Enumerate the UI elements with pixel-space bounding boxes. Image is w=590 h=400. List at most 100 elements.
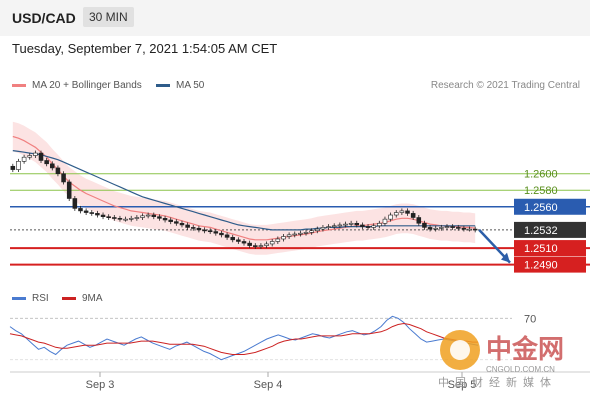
candle-body: [236, 239, 241, 242]
candle-body: [78, 208, 83, 212]
rsi-ma-swatch: [62, 297, 76, 300]
timestamp: Tuesday, September 7, 2021 1:54:05 AM CE…: [12, 41, 278, 56]
ma20-line: [12, 135, 476, 241]
candle-body: [21, 156, 27, 162]
candle-body: [292, 233, 298, 236]
candle-body: [315, 228, 320, 232]
candle-body: [117, 218, 123, 220]
candle-body: [190, 227, 196, 229]
rsi-line: [9, 315, 479, 361]
candle-body: [467, 228, 472, 231]
candle-body: [331, 225, 337, 228]
candle-body: [439, 227, 444, 229]
candle-body: [303, 232, 309, 234]
candle-body: [213, 231, 219, 234]
legend-rsi-label: RSI: [32, 293, 49, 304]
chart-header-bar: USD/CAD 30 MIN: [0, 0, 590, 36]
level-label-5: 1.2490: [524, 260, 558, 272]
candle-body: [281, 236, 286, 240]
candle-body: [264, 243, 269, 246]
candle-body: [72, 198, 78, 209]
candle-body: [286, 234, 292, 237]
candle-body: [326, 226, 331, 228]
candle-body: [10, 165, 16, 170]
bb-swatch: [12, 84, 26, 87]
candle-body: [382, 218, 388, 224]
level-label-4: 1.2510: [524, 243, 558, 255]
candle-body: [128, 218, 134, 220]
x-tick-label-1: Sep 4: [254, 379, 283, 391]
candle-body: [106, 216, 111, 218]
legend-rsi-ma: 9MA: [62, 293, 103, 304]
candle-body: [455, 227, 461, 229]
candle-body: [66, 181, 72, 199]
candle-body: [185, 224, 190, 228]
candle-body: [360, 224, 365, 227]
candle-body: [405, 210, 410, 214]
legend-ma50: MA 50: [156, 80, 204, 91]
candle-body: [219, 232, 224, 236]
candle-body: [196, 227, 202, 231]
candle-body: [27, 155, 33, 158]
candle-body: [179, 222, 185, 226]
candle-body: [134, 217, 140, 219]
level-label-0: 1.2600: [524, 169, 558, 181]
candle-body: [309, 230, 314, 233]
candle-body: [95, 213, 100, 216]
symbol-label: USD/CAD: [12, 10, 76, 26]
candle-body: [151, 214, 157, 217]
candle-body: [399, 210, 405, 213]
candle-body: [393, 212, 399, 216]
legend-ma50-label: MA 50: [176, 80, 205, 91]
candle-body: [298, 232, 303, 235]
candle-body: [444, 226, 450, 228]
candle-body: [427, 227, 433, 230]
candle-body: [343, 223, 348, 226]
candle-body: [202, 229, 207, 232]
candle-body: [472, 228, 478, 231]
legend-rsi-ma-label: 9MA: [82, 293, 103, 304]
watermark-domain: CNGOLD.COM.CN: [486, 365, 555, 374]
candle-body: [33, 152, 38, 156]
candle-body: [377, 222, 382, 227]
candle-body: [207, 230, 213, 233]
level-label-1: 1.2580: [524, 185, 558, 197]
candle-body: [38, 152, 44, 161]
x-tick-label-2: Sep 5: [448, 379, 477, 391]
candle-body: [89, 212, 95, 214]
watermark-logo: 中金网 CNGOLD.COM.CN 中国财经新媒体: [438, 330, 564, 389]
credit-text: Research © 2021 Trading Central: [430, 80, 580, 91]
candle-body: [433, 227, 438, 230]
forecast-arrowhead: [501, 252, 510, 263]
candle-body: [422, 222, 427, 228]
level-tag-5: [514, 256, 586, 273]
candle-body: [162, 218, 168, 221]
candle-body: [241, 241, 247, 244]
candle-body: [354, 222, 360, 226]
rsi-swatch: [12, 297, 26, 300]
watermark-tagline: 中国财经新媒体: [438, 375, 557, 389]
candle-body: [112, 217, 117, 219]
candle-body: [61, 173, 66, 183]
candle-body: [269, 241, 275, 245]
candle-body: [337, 224, 343, 227]
candle-body: [123, 218, 128, 221]
watermark-brand: 中金网: [486, 334, 564, 365]
x-tick-label-0: Sep 3: [86, 379, 115, 391]
candle-body: [224, 234, 230, 238]
candle-body: [320, 227, 326, 230]
ma50-swatch: [156, 84, 170, 87]
candle-body: [174, 221, 179, 224]
candle-body: [275, 238, 281, 242]
timeframe-button[interactable]: 30 MIN: [83, 7, 134, 27]
level-tag-2: [514, 198, 586, 215]
candle-body: [100, 214, 106, 217]
level-tag-4: [514, 240, 586, 257]
rsi-tick-label-0: 70: [524, 313, 536, 325]
candle-body: [410, 213, 416, 218]
level-label-2: 1.2560: [524, 202, 558, 214]
bollinger-band: [12, 121, 476, 255]
candle-body: [168, 219, 173, 222]
candles: [10, 150, 478, 249]
